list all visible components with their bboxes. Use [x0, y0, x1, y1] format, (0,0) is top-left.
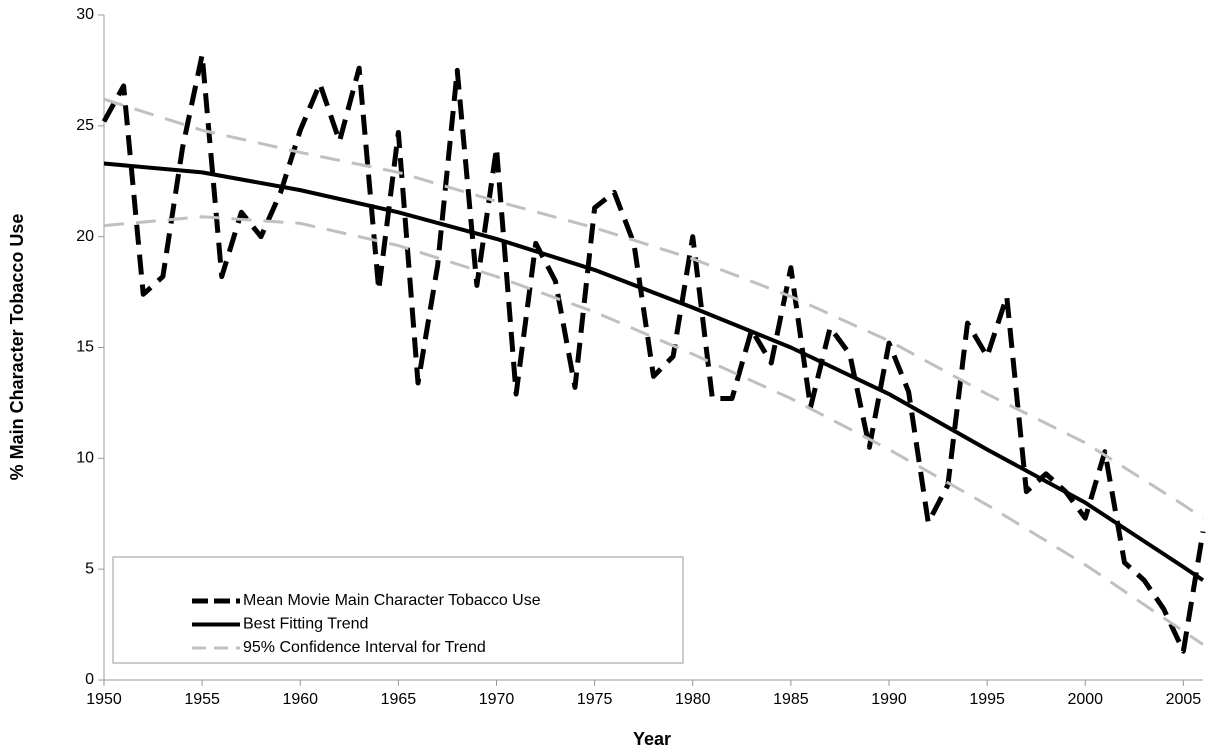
ci-upper-line: [103, 97, 1204, 520]
x-tick-label: 1995: [969, 691, 1005, 708]
legend-box: [112, 556, 684, 664]
x-tick-label: 2000: [1067, 691, 1103, 708]
x-tick-label: 1970: [479, 691, 515, 708]
x-tick-label: 1965: [381, 691, 417, 708]
y-tick-label: 15: [76, 339, 94, 356]
x-tick-label: 1955: [184, 691, 220, 708]
y-tick-label: 20: [76, 228, 94, 245]
x-tick-label: 1950: [86, 691, 122, 708]
legend-label: 95% Confidence Interval for Trend: [243, 639, 486, 656]
x-tick-label: 1980: [675, 691, 711, 708]
x-tick-label: 1960: [282, 691, 318, 708]
legend-label: Best Fitting Trend: [243, 616, 368, 633]
x-tick-label: 2005: [1166, 691, 1202, 708]
x-tick-label: 1990: [871, 691, 907, 708]
y-tick-label: 5: [85, 560, 94, 577]
series-line: [103, 161, 1205, 582]
ci-lower-line: [103, 215, 1204, 646]
x-axis-title: Year: [633, 729, 671, 749]
x-tick-label: 1985: [773, 691, 809, 708]
y-tick-label: 25: [76, 117, 94, 134]
y-tick-label: 30: [76, 6, 94, 23]
series-line: [101, 52, 1206, 654]
y-tick-label: 0: [85, 671, 94, 688]
legend-label: Mean Movie Main Character Tobacco Use: [243, 592, 541, 609]
x-tick-label: 1975: [577, 691, 613, 708]
y-tick-label: 10: [76, 450, 94, 467]
y-axis-title: % Main Character Tobacco Use: [7, 214, 27, 481]
